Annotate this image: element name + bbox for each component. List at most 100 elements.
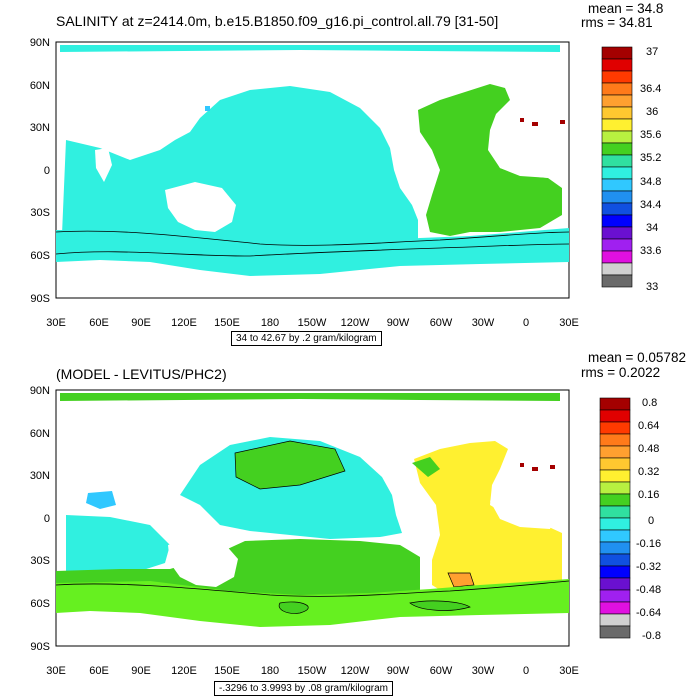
panel2-colorbar-labels: 0.8 0.64 0.48 0.32 0.16 0 -0.16 -0.32 -0… (636, 397, 661, 642)
panel1-lat-label: 60N (30, 80, 50, 92)
panel1-colorbar-labels: 37 36.4 36 35.6 35.2 34.8 34.4 34 33.6 3… (640, 46, 661, 293)
panel2-lat-label: 60N (30, 428, 50, 440)
panel1-colorbar-cell (601, 274, 633, 288)
panel1-lon-label: 30W (472, 317, 495, 329)
panel2-cb-label: 0.32 (638, 466, 659, 478)
panel2-lon-label: 0 (523, 665, 529, 677)
panel2-colorbar-cell (599, 469, 631, 483)
panel1-colorbar-cell (601, 118, 633, 132)
panel1-plot-frame (55, 41, 570, 299)
panel1-cb-label: 33.6 (640, 245, 661, 257)
panel2-title: (MODEL - LEVITUS/PHC2) (56, 366, 227, 382)
panel1-cb-label: 36.4 (640, 83, 661, 95)
panel1-mean: mean = 34.8 (588, 1, 664, 16)
panel2-lon-label: 30W (472, 665, 495, 677)
panel1-title: SALINITY at z=2414.0m, b.e15.B1850.f09_g… (56, 13, 499, 29)
panel1-colorbar-cell (601, 250, 633, 264)
panel1-lon-label: 150E (214, 317, 240, 329)
panel1-cb-label: 35.2 (640, 152, 661, 164)
panel2-colorbar-cell (599, 613, 631, 627)
panel1-lat-label: 30N (30, 122, 50, 134)
panel1-rms: rms = 34.81 (581, 15, 653, 30)
panel2-colorbar-cell (599, 541, 631, 555)
panel1-colorbar-cell (601, 202, 633, 216)
panel1-colorbar-cell (601, 94, 633, 108)
panel2-cb-label: -0.32 (636, 561, 661, 573)
panel2-cb-label: -0.8 (642, 630, 661, 642)
panel2-lat-label: 60S (30, 598, 50, 610)
panel1-lon-label: 30E (46, 317, 66, 329)
panel2-lon-label: 60E (89, 665, 109, 677)
panel2-lon-label: 180 (261, 665, 279, 677)
panel1-pacific-indian (62, 86, 418, 262)
panel2-colorbar (599, 397, 631, 639)
panel2-lon-label: 60W (430, 665, 453, 677)
panel1-lon-label: 0 (523, 317, 529, 329)
panel2-lon-axis: 30E 60E 90E 120E 150E 180 150W 120W 90W … (46, 665, 579, 677)
panel2-lat-axis: 90N 60N 30N 0 30S 60S 90S (30, 385, 50, 653)
panel2-colorbar-cell (599, 553, 631, 567)
panel2-lat-label: 90N (30, 385, 50, 397)
panel2-colorbar-cell (599, 433, 631, 447)
panel2-colorbar-cell (599, 601, 631, 615)
panel1-colorbar-cell (601, 154, 633, 168)
panel2-lon-label: 30E (559, 665, 579, 677)
panel1-lat-label: 60S (30, 250, 50, 262)
panel2-footer: -.3296 to 3.9993 by .08 gram/kilogram (214, 681, 393, 696)
panel1-lat-label: 90S (30, 293, 50, 305)
panel1-colorbar-cell (601, 214, 633, 228)
panel1-cb-label: 34.8 (640, 176, 661, 188)
panel2-cb-label: 0.48 (638, 443, 659, 455)
panel2-lon-label: 120E (171, 665, 197, 677)
panel1-cb-label: 34 (646, 222, 658, 234)
panel1-lon-label: 60W (430, 317, 453, 329)
panel2-lon-label: 30E (46, 665, 66, 677)
panel2-rms: rms = 0.2022 (581, 365, 661, 380)
panel1-colorbar-cell (601, 238, 633, 252)
panel2-cb-label: -0.64 (636, 607, 661, 619)
panel1-lat-label: 0 (44, 165, 50, 177)
panel1-lon-label: 60E (89, 317, 109, 329)
panel2-mean: mean = 0.05782 (588, 350, 686, 365)
panel1-lon-label: 90W (387, 317, 410, 329)
panel1-cb-label: 37 (646, 46, 658, 58)
panel2-lat-label: 30N (30, 470, 50, 482)
panel1-lat-axis: 90N 60N 30N 0 30S 60S 90S (30, 37, 50, 305)
panel1-colorbar-cell (601, 142, 633, 156)
panel2-lat-label: 30S (30, 555, 50, 567)
panel1-cb-label: 33 (646, 281, 658, 293)
panel1-colorbar-cell (601, 58, 633, 72)
panel2-cb-label: -0.16 (636, 538, 661, 550)
panel1-lon-label: 180 (261, 317, 279, 329)
panel1-lon-label: 30E (559, 317, 579, 329)
panel1-colorbar-cell (601, 82, 633, 96)
panel2-colorbar-cell (599, 493, 631, 507)
panel1-colorbar-cell (601, 178, 633, 192)
panel2-cb-label: 0 (648, 515, 654, 527)
panel1-lon-label: 120E (171, 317, 197, 329)
panel2-atlantic (414, 441, 562, 597)
panel1-lon-label: 120W (341, 317, 370, 329)
panel1-cb-label: 36 (646, 106, 658, 118)
panel1-colorbar-cell (601, 226, 633, 240)
panel2-plot-frame (55, 389, 570, 647)
panel2-cb-label: -0.48 (636, 584, 661, 596)
panel1-colorbar-cell (601, 70, 633, 84)
panel1-colorbar-cell (601, 166, 633, 180)
panel2-colorbar-cell (599, 421, 631, 435)
panel2-lon-label: 150W (298, 665, 327, 677)
panel2-colorbar-cell (599, 481, 631, 495)
panel2-colorbar-cell (599, 577, 631, 591)
panel1-colorbar-cell (601, 106, 633, 120)
panel2-lon-label: 120W (341, 665, 370, 677)
panel2-lat-label: 0 (44, 513, 50, 525)
panel1-cb-label: 34.4 (640, 199, 661, 211)
panel2-lon-label: 150E (214, 665, 240, 677)
panel2-colorbar-cell (599, 589, 631, 603)
panel2-southern-ocean (56, 579, 569, 627)
panel2-colorbar-cell (599, 565, 631, 579)
panel2-cb-label: 0.8 (642, 397, 657, 409)
panel1-colorbar-cell (601, 46, 633, 60)
panel1-colorbar-cell (601, 130, 633, 144)
panel2-cb-label: 0.16 (638, 489, 659, 501)
